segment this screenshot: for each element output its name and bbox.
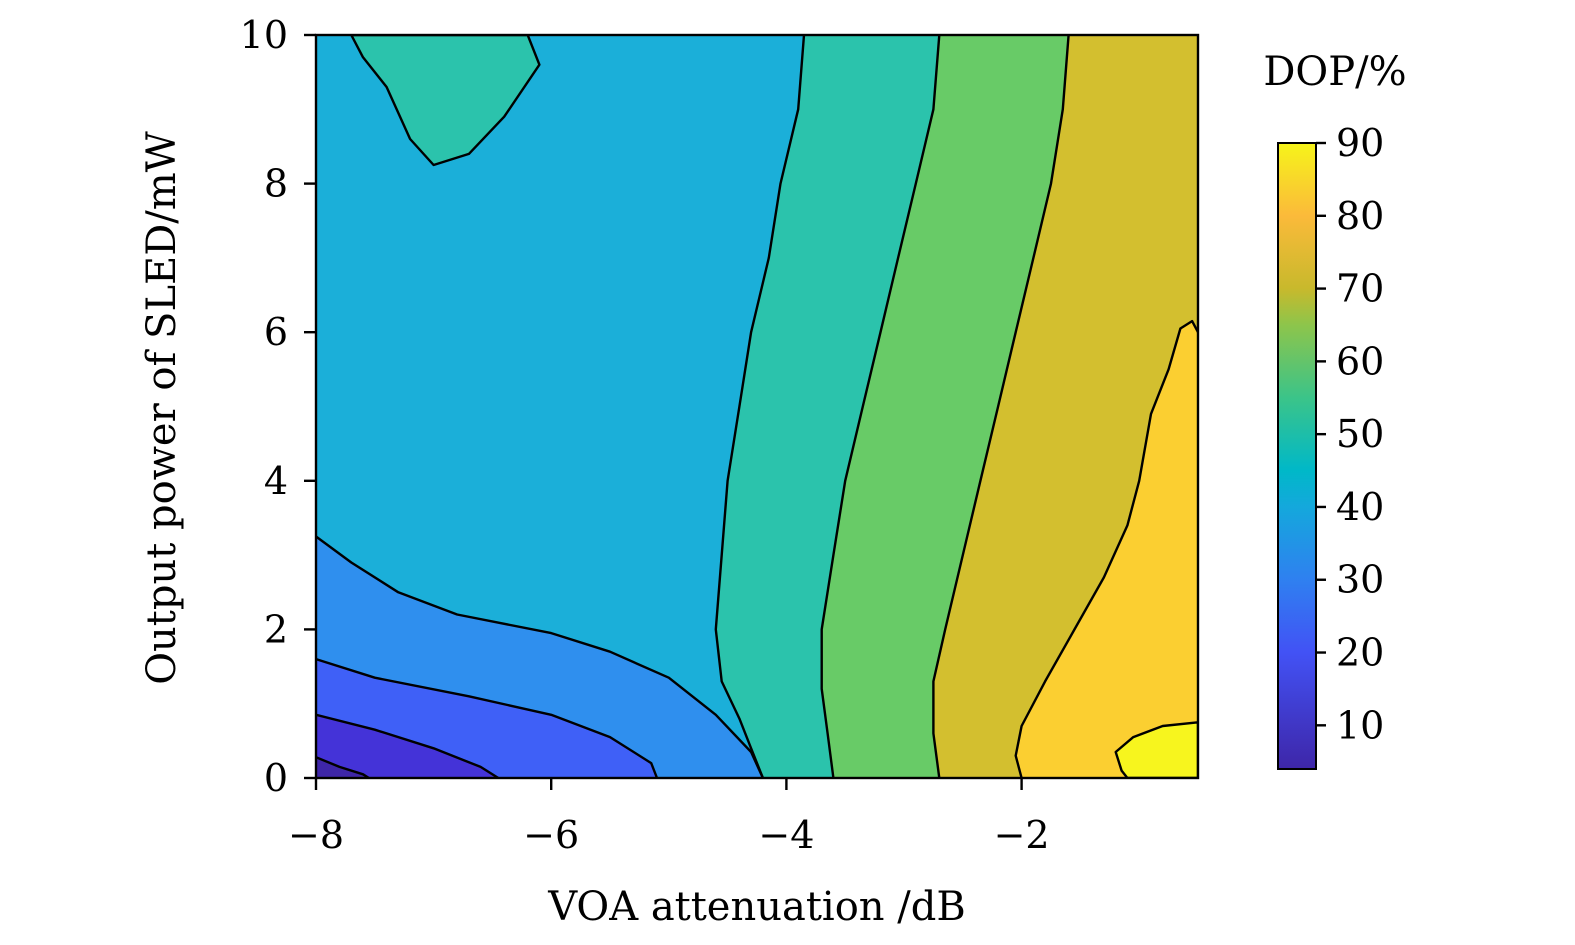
contour-line-30 [316,657,659,778]
colorbar-tick-label: 60 [1336,339,1384,383]
contour-line-50 [350,35,541,167]
x-tick-label: −2 [994,813,1050,857]
plot-frame [314,33,1200,780]
colorbar-tick-label: 90 [1336,121,1384,165]
y-axis-title: Output power of SLED/mW [139,131,185,685]
x-tick-label: −6 [523,813,579,857]
colorbar-tick-label: 40 [1336,485,1384,529]
colorbar-tick-label: 10 [1336,703,1384,747]
contour-line-20 [316,713,499,778]
colorbar-tick-label: 50 [1336,412,1384,456]
contour-line-90 [1114,721,1198,778]
y-tick-label: 0 [264,756,288,800]
x-axis-title: VOA attenuation /dB [547,884,966,930]
contour-line-10 [316,756,370,778]
colorbar-ticks: 10 20 30 40 50 60 70 80 90 [1316,121,1384,747]
plot-area [316,35,1198,778]
x-axis: −8 −6 −4 −2 [288,778,1050,857]
colorbar-tick-label: 20 [1336,631,1384,675]
contour-line-60 [820,35,941,778]
colorbar-tick-label: 80 [1336,194,1384,238]
colorbar: 10 20 30 40 50 60 70 80 90 DOP/% [1263,49,1407,770]
y-axis: 0 2 4 6 8 10 [240,13,316,800]
y-tick-label: 8 [264,162,288,206]
contour-line-40 [316,535,764,778]
filled-contour-bands [316,35,1198,778]
colorbar-title: DOP/% [1263,49,1406,95]
contour-lines [316,35,1198,778]
colorbar-tick-label: 30 [1336,558,1384,602]
colorbar-gradient [1277,142,1317,770]
contour-line-50 [714,35,806,778]
y-tick-label: 2 [264,607,288,651]
y-tick-label: 4 [264,459,288,503]
x-tick-label: −4 [758,813,814,857]
x-tick-label: −8 [288,813,344,857]
contour-line-80 [1014,319,1198,778]
y-tick-label: 10 [240,13,288,57]
y-tick-label: 6 [264,310,288,354]
contour-line-70 [932,35,1070,778]
colorbar-tick-label: 70 [1336,267,1384,311]
